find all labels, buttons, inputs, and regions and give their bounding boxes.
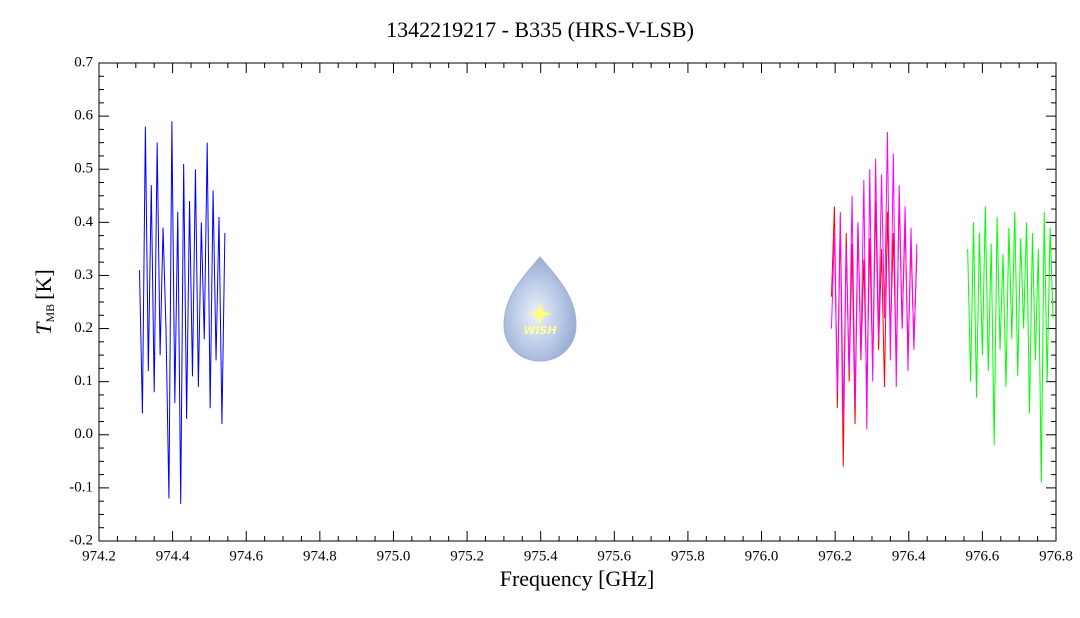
spectrum-line [967,206,1054,483]
x-tick-label: 975.8 [671,548,705,564]
x-tick-label: 974.6 [229,548,263,564]
y-axis-unit: [K] [31,269,56,300]
y-tick-label: 0.6 [74,108,93,124]
x-tick-label: 976.4 [892,548,926,564]
y-tick-label: 0.0 [74,426,93,442]
y-tick-label: -0.1 [69,479,93,495]
y-tick-label: -0.2 [69,532,93,548]
x-tick-label: 975.2 [450,548,484,564]
x-tick-label: 974.2 [82,548,116,564]
spectrum-line [830,132,918,430]
y-tick-label: 0.7 [74,54,93,70]
x-tick-label: 975.0 [377,548,411,564]
x-tick-label: 976.6 [966,548,1000,564]
y-tick-label: 0.4 [74,214,93,230]
x-tick-label: 975.4 [524,548,558,564]
x-tick-label: 974.8 [303,548,337,564]
x-tick-label: 976.2 [818,548,852,564]
x-tick-label: 974.4 [156,548,190,564]
y-axis-label: TMB [K] [31,269,57,334]
y-tick-label: 0.2 [74,320,93,336]
x-axis-label: Frequency [GHz] [500,566,655,591]
spectrum-line [138,121,226,504]
y-axis-symbol: T [31,321,56,335]
logo-star [529,303,551,325]
y-tick-label: 0.1 [74,373,93,389]
chart-title: 1342219217 - B335 (HRS-V-LSB) [386,17,694,42]
y-axis-subscript: MB [43,304,57,323]
logo-text: WISH [523,324,556,337]
y-tick-label: 0.5 [74,161,93,177]
y-tick-label: 0.3 [74,267,93,283]
x-tick-label: 976.8 [1039,548,1073,564]
x-tick-label: 976.0 [745,548,779,564]
x-tick-label: 975.6 [597,548,631,564]
logo: WISH [503,256,577,362]
